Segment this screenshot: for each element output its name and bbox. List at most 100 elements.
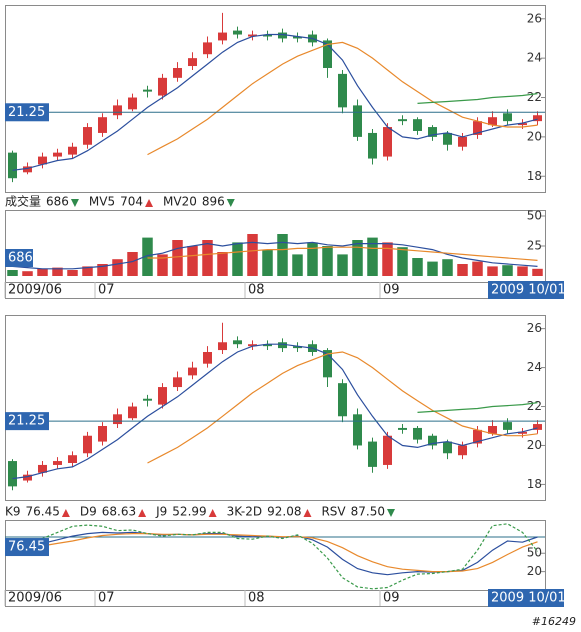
- candle-body: [203, 352, 212, 364]
- volume-bar: [307, 242, 318, 276]
- legend-name: RSV: [321, 505, 346, 519]
- value-box: [5, 538, 49, 557]
- value-box-label: 21.25: [8, 414, 45, 429]
- candle-body: [203, 42, 212, 55]
- ma-line: [12, 33, 538, 171]
- volume-bar: [232, 242, 243, 276]
- candle-body: [188, 367, 197, 376]
- candle-body: [353, 105, 362, 137]
- y-tick-label: 24: [527, 360, 542, 374]
- y-tick-label: 20: [527, 438, 542, 452]
- trend-arrow: [208, 509, 217, 517]
- candle-body: [68, 455, 77, 463]
- volume-bar: [277, 234, 288, 276]
- volume-bar: [142, 237, 153, 276]
- legend-name: 成交量: [5, 194, 41, 209]
- candle-body: [518, 123, 527, 126]
- value-box: [5, 103, 49, 122]
- candle-body: [53, 461, 62, 465]
- volume-bar: [382, 242, 393, 276]
- legend-value: 92.08: [267, 505, 301, 519]
- candle-body: [473, 429, 482, 444]
- volume-bar: [412, 258, 423, 276]
- ma-line: [12, 241, 538, 270]
- date-box: [488, 281, 564, 299]
- candle-body: [263, 344, 272, 347]
- legend-value: 87.50: [351, 505, 385, 519]
- date-label: 07: [98, 591, 115, 606]
- candle-body: [323, 350, 332, 378]
- y-tick-label: 22: [527, 399, 542, 413]
- date-box: [488, 589, 564, 607]
- candle-body: [248, 344, 257, 347]
- volume-bar: [532, 268, 543, 276]
- candle-body: [8, 152, 17, 179]
- y-tick-label: 20: [527, 129, 542, 143]
- candle-body: [458, 445, 467, 456]
- candle-body: [188, 58, 197, 67]
- volume-bar: [202, 240, 213, 276]
- ma-line: [12, 533, 538, 573]
- volume-bar: [157, 254, 168, 276]
- candle-body: [323, 40, 332, 68]
- volume-bar: [112, 259, 123, 276]
- ma-line: [147, 351, 538, 464]
- candle-body: [158, 77, 167, 96]
- candle-body: [83, 127, 92, 145]
- ma-line: [417, 402, 538, 413]
- volume-bar: [502, 265, 513, 276]
- y-tick-label: 24: [527, 51, 542, 65]
- value-box-label: 76.45: [8, 540, 45, 555]
- candle-body: [83, 435, 92, 454]
- candle-body: [38, 464, 47, 473]
- candle-body: [398, 119, 407, 122]
- legend-value: 68.63: [102, 505, 136, 519]
- ma-line: [12, 343, 538, 480]
- candle-body: [113, 105, 122, 116]
- ma-line: [147, 41, 538, 156]
- volume-bar: [52, 267, 63, 276]
- candle-body: [443, 441, 452, 454]
- candle-body: [53, 152, 62, 157]
- legend-name: MV20: [163, 195, 197, 209]
- value-box: [5, 412, 49, 431]
- volume-bar: [427, 261, 438, 276]
- legend-value: 896: [202, 195, 225, 209]
- value-box-label: 686: [8, 251, 33, 266]
- ma-line: [12, 523, 538, 590]
- trend-arrow: [387, 509, 395, 517]
- legend-value: 704: [120, 195, 143, 209]
- volume-bar: [442, 259, 453, 276]
- y-tick-label: 18: [527, 169, 542, 183]
- y-tick-label: 50: [527, 209, 542, 223]
- legend-name: MV5: [89, 195, 115, 209]
- volume-bar: [217, 252, 228, 276]
- date-label: 2009/06: [8, 591, 62, 606]
- candle-body: [338, 383, 347, 417]
- candle-body: [113, 414, 122, 425]
- date-label: 08: [248, 283, 265, 298]
- y-tick-label: 50: [527, 546, 542, 560]
- candle-body: [353, 414, 362, 446]
- volume-bar: [172, 240, 183, 276]
- date-label: 09: [383, 591, 400, 606]
- y-tick-label: 25: [527, 239, 542, 253]
- candle-body: [278, 32, 287, 39]
- candle-body: [458, 136, 467, 147]
- candle-body: [23, 166, 32, 173]
- candle-body: [383, 435, 392, 465]
- volume-bar: [472, 261, 483, 276]
- candle-body: [233, 30, 242, 35]
- volume-bar: [262, 249, 273, 276]
- candle-body: [8, 461, 17, 487]
- candle-body: [38, 156, 47, 165]
- candle-body: [533, 424, 542, 430]
- candle-body: [173, 67, 182, 78]
- y-tick-label: 20: [527, 564, 542, 578]
- candle-body: [143, 398, 152, 401]
- candle-body: [278, 342, 287, 349]
- volume-bar: [517, 266, 528, 276]
- candle-body: [128, 97, 137, 110]
- volume-bar: [37, 268, 48, 276]
